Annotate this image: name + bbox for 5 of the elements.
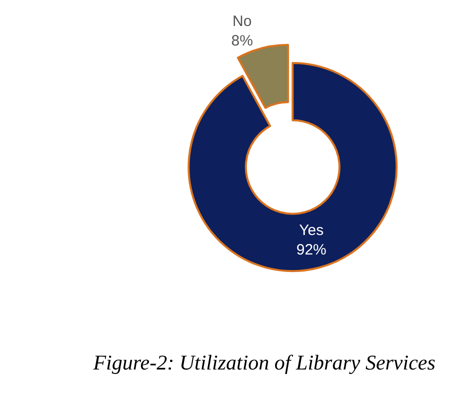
data-label: 92% (296, 241, 326, 258)
slice-label: No (232, 12, 252, 30)
slice-label: Yes (299, 222, 324, 239)
text: Figure-2: Utilization of Library Services (92, 350, 436, 374)
data-label: 8% (231, 32, 253, 50)
